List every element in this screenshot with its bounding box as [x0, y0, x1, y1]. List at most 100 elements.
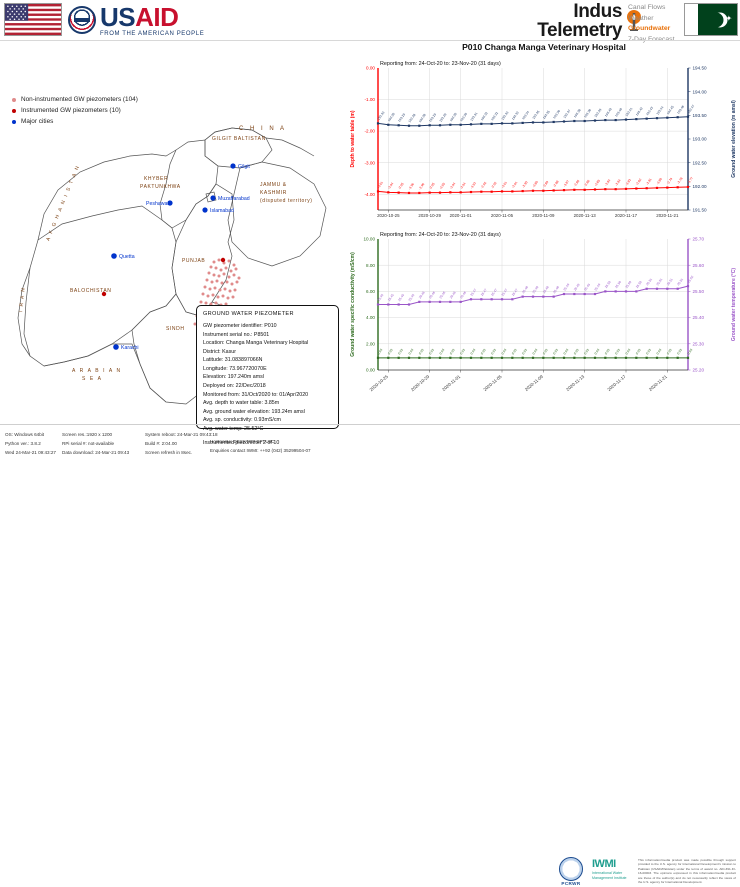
- svg-text:-3.82: -3.82: [635, 178, 643, 186]
- svg-text:2020-11-05: 2020-11-05: [482, 374, 503, 392]
- svg-text:193.40: 193.40: [604, 107, 613, 117]
- svg-text:-3.77: -3.77: [687, 176, 695, 184]
- svg-text:0.93: 0.93: [687, 348, 694, 356]
- svg-text:25.45: 25.45: [408, 293, 416, 302]
- svg-text:193.50: 193.50: [693, 113, 707, 118]
- svg-text:2020-11-01: 2020-11-01: [441, 374, 462, 392]
- city-label-muzaffarabad: Muzaffarabad: [218, 196, 250, 202]
- iwmi-label: IWMI: [592, 858, 616, 870]
- svg-text:193.40: 193.40: [614, 107, 623, 117]
- svg-text:0.93: 0.93: [501, 348, 508, 356]
- svg-text:25.60: 25.60: [693, 263, 705, 268]
- svg-text:25.50: 25.50: [693, 289, 705, 294]
- charts-area: P010 Changa Manga Veterinary Hospital Re…: [348, 42, 740, 420]
- svg-text:-2.00: -2.00: [365, 129, 376, 134]
- svg-text:193.00: 193.00: [693, 137, 707, 142]
- indus-telemetry-brand: Indus Telemetry: [537, 2, 641, 41]
- legend-item-instrumented: Instrumented GW piezometers (10): [8, 105, 138, 116]
- menu-item-groundwater[interactable]: Groundwater: [628, 25, 671, 33]
- conductivity-temperature-chart[interactable]: Reporting from: 24-Oct-20 to: 23-Nov-20 …: [348, 225, 740, 420]
- map-label-gilgit-baltistan: GILGIT BALTISTAN: [212, 136, 266, 142]
- brand-line-2: Telemetry: [537, 20, 622, 41]
- svg-text:193.29: 193.29: [439, 112, 448, 122]
- svg-text:194.50: 194.50: [693, 66, 707, 71]
- info-line-identifier: GW piezometer identifier: P010: [203, 323, 277, 329]
- svg-text:25.46: 25.46: [418, 290, 426, 299]
- svg-text:193.29: 193.29: [428, 112, 437, 122]
- svg-text:25.47: 25.47: [490, 288, 498, 297]
- svg-text:0.00: 0.00: [366, 66, 375, 71]
- svg-text:0.93: 0.93: [470, 348, 477, 356]
- map-label-arabian-sea-2: S E A: [82, 376, 103, 382]
- svg-text:0.93: 0.93: [511, 348, 518, 356]
- svg-text:193.33: 193.33: [377, 110, 386, 120]
- footer-os: OS: Windows 64bit: [5, 432, 45, 437]
- map-legend: Non-instrumented GW piezometers (104) In…: [8, 94, 138, 127]
- svg-text:-3.79: -3.79: [666, 177, 674, 185]
- svg-text:25.50: 25.50: [625, 280, 633, 289]
- svg-text:-4.00: -4.00: [365, 192, 376, 197]
- map-label-jammu-1: JAMMU &: [260, 182, 287, 188]
- svg-text:193.43: 193.43: [645, 106, 654, 116]
- menu-item-weather[interactable]: Weather: [628, 14, 654, 22]
- svg-text:Reporting from: 24-Oct-20 to:: Reporting from: 24-Oct-20 to: 23-Nov-20 …: [380, 232, 501, 238]
- svg-text:193.34: 193.34: [521, 110, 530, 120]
- info-box-title: GROUND WATER PIEZOMETER: [203, 311, 294, 317]
- map-label-arabian-sea-1: A R A B I A N: [72, 368, 122, 374]
- svg-text:0.93: 0.93: [490, 348, 497, 356]
- chart-title: P010 Changa Manga Veterinary Hospital: [462, 42, 626, 52]
- svg-text:-3.86: -3.86: [583, 179, 591, 187]
- svg-text:191.50: 191.50: [693, 208, 707, 213]
- usaid-us-text: US: [100, 1, 136, 32]
- svg-text:193.28: 193.28: [418, 113, 427, 123]
- piezometer-info-box: GROUND WATER PIEZOMETER GW piezometer id…: [196, 305, 339, 446]
- svg-text:-3.94: -3.94: [449, 181, 457, 189]
- page-header: USAID FROM THE AMERICAN PEOPLE Indus Tel…: [0, 0, 740, 43]
- svg-text:8.00: 8.00: [366, 263, 375, 268]
- svg-text:193.37: 193.37: [563, 109, 572, 119]
- svg-text:193.35: 193.35: [542, 110, 551, 120]
- svg-text:0.93: 0.93: [428, 348, 435, 356]
- footer-screen-refresh: Screen refresh in 8sec.: [145, 449, 193, 455]
- header-divider: [0, 40, 740, 41]
- svg-text:-3.94: -3.94: [459, 181, 467, 189]
- groundwater-level-chart[interactable]: Reporting from: 24-Oct-20 to: 23-Nov-20 …: [348, 54, 740, 226]
- svg-text:25.30: 25.30: [693, 341, 705, 346]
- svg-text:194.00: 194.00: [693, 89, 707, 94]
- svg-text:192.00: 192.00: [693, 184, 707, 189]
- svg-text:193.29: 193.29: [397, 112, 406, 122]
- svg-text:-3.89: -3.89: [542, 180, 550, 188]
- footer-datetime: Wed 24-Mar-21 09:43:27: [5, 449, 56, 455]
- legend-dot-icon: [12, 119, 16, 124]
- svg-text:0.93: 0.93: [583, 348, 590, 356]
- svg-text:0.00: 0.00: [366, 368, 375, 373]
- menu-item-canal-flows[interactable]: Canal Flows: [628, 4, 666, 11]
- svg-text:-3.94: -3.94: [387, 181, 395, 189]
- svg-text:193.33: 193.33: [501, 110, 510, 120]
- svg-text:-3.95: -3.95: [397, 182, 405, 190]
- usaid-tagline: FROM THE AMERICAN PEOPLE: [100, 30, 205, 37]
- svg-text:25.40: 25.40: [693, 315, 705, 320]
- menu-item-forecast[interactable]: 7-Day Forecast: [628, 35, 706, 46]
- svg-text:0.93: 0.93: [656, 348, 663, 356]
- svg-text:192.50: 192.50: [693, 160, 707, 165]
- svg-text:4.00: 4.00: [366, 315, 375, 320]
- svg-text:-3.93: -3.93: [470, 181, 478, 189]
- svg-text:193.33: 193.33: [511, 110, 520, 120]
- svg-text:0.93: 0.93: [532, 348, 539, 356]
- svg-text:-3.88: -3.88: [552, 180, 560, 188]
- legend-dot-icon: [12, 97, 16, 102]
- svg-text:-3.91: -3.91: [377, 181, 385, 189]
- svg-text:25.45: 25.45: [397, 293, 405, 302]
- svg-text:193.42: 193.42: [635, 106, 644, 116]
- svg-text:25.47: 25.47: [470, 288, 478, 297]
- svg-text:25.48: 25.48: [552, 285, 560, 294]
- svg-text:-3.80: -3.80: [656, 177, 664, 185]
- svg-text:2020-11-09: 2020-11-09: [532, 213, 555, 218]
- map-label-khyber-2: PAKTUNKHWA: [140, 184, 181, 190]
- map-label-jammu-2: KASHMIR: [260, 190, 287, 196]
- svg-text:0.93: 0.93: [408, 348, 415, 356]
- info-line-district: District: Kasur: [203, 348, 236, 355]
- city-label-peshawar: Peshawar: [146, 201, 169, 207]
- svg-text:10.00: 10.00: [364, 237, 376, 242]
